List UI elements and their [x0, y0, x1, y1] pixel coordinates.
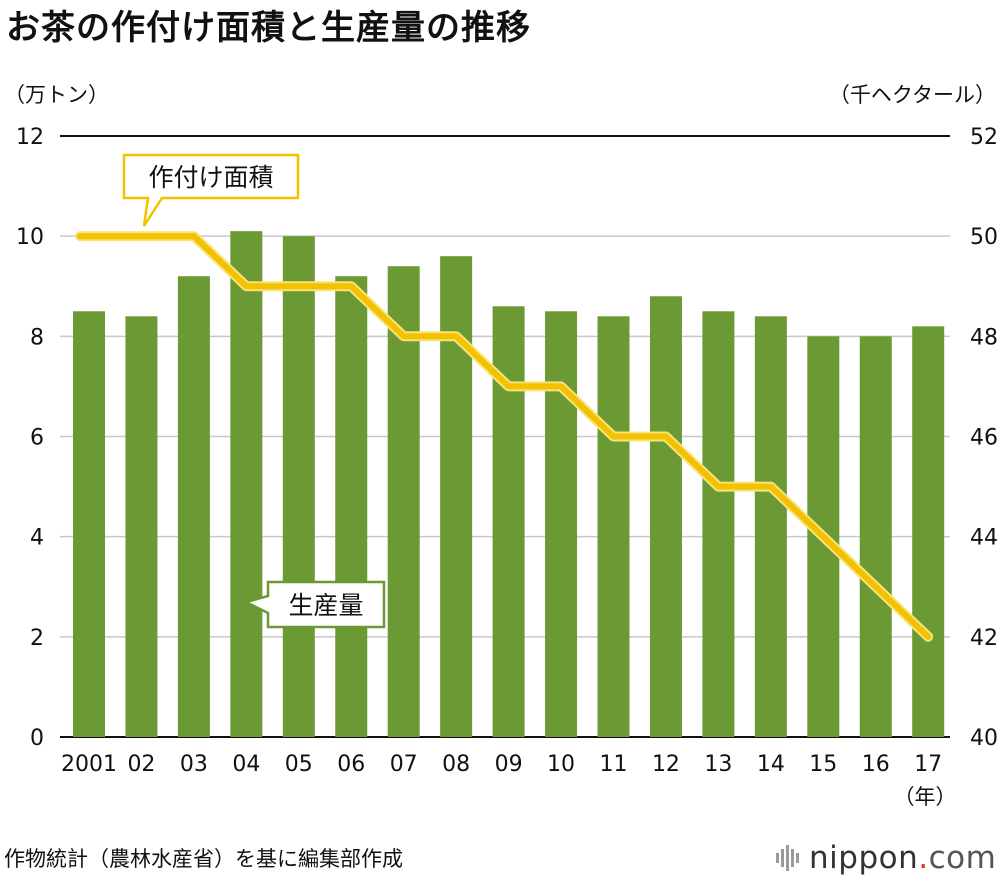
- x-tick-label: 09: [495, 752, 523, 777]
- right-tick-label: 50: [970, 225, 998, 250]
- right-axis-unit: （千ヘクタール）: [829, 83, 996, 107]
- x-tick-label: 03: [180, 752, 208, 777]
- bar-04: [230, 231, 263, 738]
- x-tick-label: 02: [127, 752, 155, 777]
- nippon-logo[interactable]: nippon.com: [775, 840, 996, 876]
- bar-12: [649, 296, 682, 737]
- source-note: 作物統計（農林水産省）を基に編集部作成: [4, 847, 403, 871]
- nippon-logo-text: nippon.com: [809, 840, 997, 876]
- left-tick-label: 6: [30, 426, 44, 451]
- callout-production-label: 生産量: [288, 591, 363, 620]
- right-tick-label: 44: [970, 526, 998, 551]
- x-tick-label: 06: [337, 752, 365, 777]
- bar-17: [912, 326, 945, 737]
- right-tick-label: 48: [970, 325, 998, 350]
- chart-title: お茶の作付け面積と生産量の推移: [6, 8, 531, 48]
- x-tick-label: 17: [914, 752, 942, 777]
- callout-area-box: [122, 153, 300, 227]
- callout-area: 作付け面積: [122, 153, 300, 227]
- bar-05: [282, 236, 315, 737]
- bar-2001: [73, 311, 105, 737]
- left-tick-label: 2: [30, 626, 44, 651]
- x-tick-label: 11: [600, 752, 628, 777]
- left-tick-label: 10: [16, 225, 44, 250]
- x-tick-label: 12: [652, 752, 680, 777]
- x-tick-label: 14: [757, 752, 785, 777]
- line-series: [75, 231, 934, 642]
- bar-16: [859, 336, 892, 737]
- bar-06: [335, 276, 368, 737]
- left-tick-label: 8: [30, 325, 44, 350]
- left-tick-label: 0: [30, 726, 44, 751]
- left-tick-label: 4: [30, 526, 44, 551]
- bar-10: [545, 311, 578, 737]
- bar-08: [440, 256, 473, 737]
- callout-production-box: [242, 580, 386, 629]
- right-tick-label: 40: [970, 726, 998, 751]
- x-tick-label: 13: [704, 752, 732, 777]
- x-tick-label: 07: [390, 752, 418, 777]
- bar-03: [177, 276, 210, 737]
- x-tick-label: 04: [232, 752, 260, 777]
- bar-13: [702, 311, 735, 737]
- x-tick-label: 08: [442, 752, 470, 777]
- callout-area-label: 作付け面積: [148, 163, 273, 192]
- right-tick-label: 46: [970, 426, 998, 451]
- nippon-logo-icon: [776, 845, 799, 871]
- bar-02: [125, 316, 158, 737]
- bar-14: [754, 316, 787, 737]
- right-tick-label: 52: [970, 125, 998, 150]
- x-tick-label: 10: [547, 752, 575, 777]
- x-tick-label: 15: [809, 752, 837, 777]
- x-tick-label: 16: [862, 752, 890, 777]
- x-tick-label: 2001: [61, 752, 117, 777]
- right-tick-label: 42: [970, 626, 998, 651]
- bar-07: [387, 266, 420, 737]
- callout-production: 生産量: [242, 580, 386, 629]
- bar-11: [597, 316, 630, 737]
- left-tick-label: 12: [16, 125, 44, 150]
- x-axis-ticks: 2001 02 03 04 05 06 07 08 09 10 11 12 13 14 15 16 17: [61, 752, 942, 777]
- x-tick-label: 05: [285, 752, 313, 777]
- bar-series: [73, 231, 945, 738]
- left-axis-unit: （万トン）: [4, 83, 109, 107]
- x-axis-unit: （年）: [894, 785, 957, 809]
- right-axis-ticks: 40 42 44 46 48 50 52: [970, 125, 998, 751]
- left-axis-ticks: 0 2 4 6 8 10 12: [16, 125, 44, 751]
